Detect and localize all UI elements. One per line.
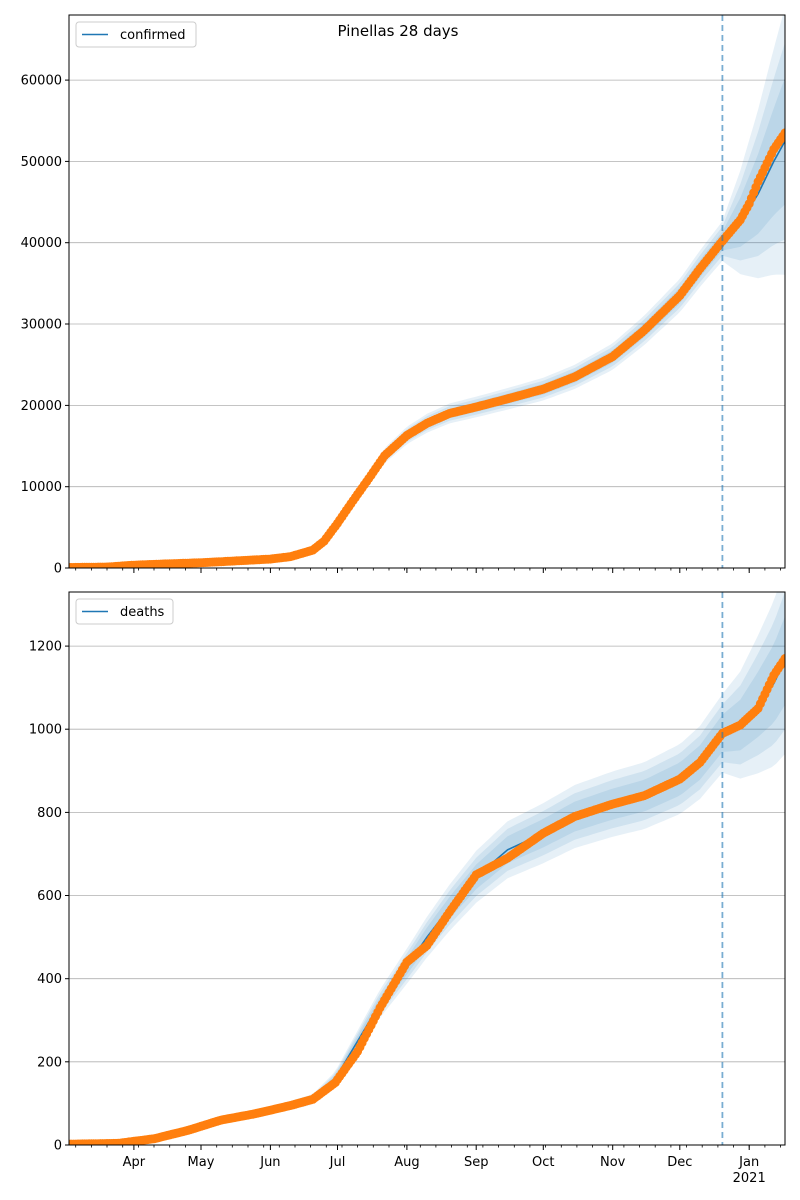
legend-box: [75, 598, 174, 625]
y-tick-label: 30000: [21, 318, 62, 333]
confirmed-chart: 0 10000 20000 30000 40000 50000 60000 confirmed: [21, 14, 786, 577]
y-tick-label: 50000: [21, 155, 62, 170]
y-tick-label: 40000: [21, 236, 62, 251]
y-tick-label: 10000: [21, 480, 62, 495]
y-tick-label: 400: [37, 972, 62, 987]
x-tick-label: Apr: [123, 1155, 146, 1170]
figure-title: Pinellas 28 days: [338, 22, 459, 40]
x-tick-label: Aug: [394, 1155, 419, 1170]
axes-frame: [68, 591, 786, 1146]
y-tick-label: 60000: [21, 74, 62, 89]
plot-area: [69, 15, 785, 568]
x-tick-label: 2021: [733, 1171, 766, 1186]
x-tick-label: Nov: [600, 1155, 626, 1170]
y-tick-label: 600: [37, 889, 62, 904]
x-tick-label: May: [188, 1155, 215, 1170]
y-tick-label: 1200: [29, 640, 62, 655]
data-point: [780, 654, 785, 663]
legend: confirmed: [75, 21, 197, 48]
deaths-chart: 0 200 400 600 800 1000 1200 Apr May Jun Jul Aug Sep O…: [29, 591, 786, 1186]
x-tick-label: Dec: [667, 1155, 692, 1170]
plot-area: [69, 592, 785, 1145]
y-tick-label: 0: [54, 1139, 62, 1154]
x-tick-label: Jul: [329, 1155, 346, 1170]
x-tick-label: Jun: [259, 1155, 280, 1170]
x-tick-label: Sep: [464, 1155, 489, 1170]
y-tick-label: 0: [54, 562, 62, 577]
y-tick-label: 1000: [29, 723, 62, 738]
legend: deaths: [75, 598, 174, 625]
y-tick-label: 20000: [21, 399, 62, 414]
axes-frame: [68, 14, 786, 569]
x-tick-label: Oct: [532, 1155, 554, 1170]
data-point: [780, 128, 785, 138]
x-tick-label: Jan: [738, 1155, 759, 1170]
legend-label: confirmed: [120, 28, 186, 43]
y-tick-label: 800: [37, 806, 62, 821]
legend-box: [75, 21, 197, 48]
y-tick-label: 200: [37, 1055, 62, 1070]
legend-label: deaths: [120, 605, 165, 620]
